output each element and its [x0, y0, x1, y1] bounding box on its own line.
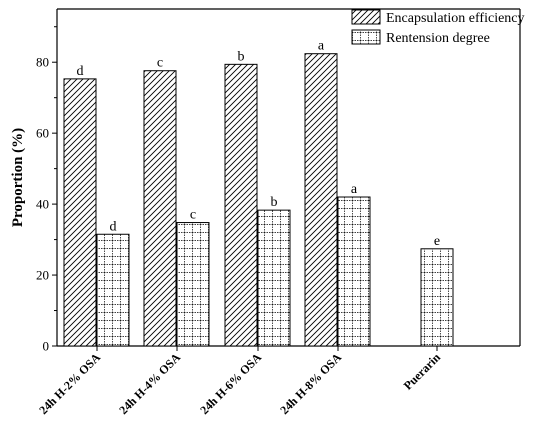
- bar-significance-label: c: [190, 208, 196, 223]
- x-category-label: Puerarin: [401, 350, 444, 393]
- y-axis-title: Proportion (%): [10, 128, 26, 227]
- bar-retention: [96, 233, 130, 347]
- bar-significance-label: e: [434, 234, 440, 249]
- bar-significance-label: d: [77, 64, 84, 79]
- bar-encapsulation: [63, 78, 97, 347]
- bar-significance-label: b: [271, 195, 278, 210]
- bar-significance-label: a: [318, 39, 325, 54]
- y-tick-label: 0: [43, 339, 50, 354]
- y-tick-label: 40: [36, 197, 49, 212]
- x-category-label: 24h H-4% OSA: [116, 350, 183, 417]
- bar-retention: [420, 248, 454, 347]
- plot-area: 0 20 40 60 80 Proportion (%) d d 24h H-2% OSA c c 2…: [10, 8, 521, 417]
- legend-swatch: [351, 29, 381, 45]
- bar-encapsulation: [304, 53, 338, 347]
- bar-retention: [176, 222, 210, 347]
- y-tick-label: 80: [36, 55, 49, 70]
- x-category-label: 24h H-8% OSA: [277, 350, 344, 417]
- bar-encapsulation: [224, 63, 258, 347]
- legend-label: Rentension degree: [386, 31, 490, 46]
- legend: Encapsulation efficiency Rentension degre…: [351, 9, 525, 46]
- y-tick-label: 60: [36, 126, 49, 141]
- y-tick-label: 20: [36, 268, 49, 283]
- legend-label: Encapsulation efficiency: [386, 11, 525, 26]
- bar-significance-label: b: [238, 49, 245, 64]
- x-category-label: 24h H-6% OSA: [197, 350, 264, 417]
- bar-significance-label: a: [351, 182, 358, 197]
- bar-retention: [337, 196, 371, 347]
- bar-significance-label: d: [110, 219, 117, 234]
- bar-significance-label: c: [157, 56, 163, 71]
- x-category-label: 24h H-2% OSA: [36, 350, 103, 417]
- legend-swatch: [351, 9, 381, 25]
- bar-encapsulation: [143, 70, 177, 347]
- bar-retention: [257, 209, 291, 347]
